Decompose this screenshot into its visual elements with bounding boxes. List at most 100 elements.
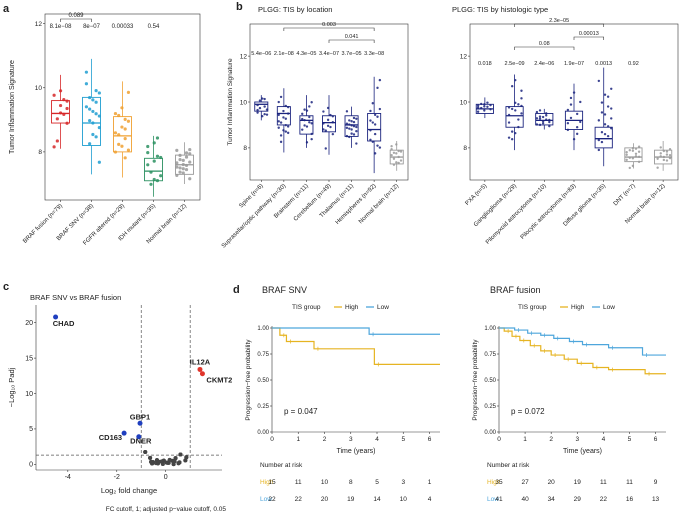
data-point (88, 107, 92, 111)
legend-label: Low (377, 304, 389, 311)
data-point (538, 123, 542, 127)
data-point (345, 122, 349, 125)
data-point (345, 126, 349, 130)
data-point (178, 153, 182, 158)
legend-title: TIS group (518, 304, 547, 311)
data-point (308, 115, 311, 119)
data-point (160, 461, 165, 466)
data-point (369, 138, 372, 142)
comparison-bracket (573, 36, 605, 40)
data-point (373, 132, 377, 136)
data-point (175, 161, 179, 165)
data-point (284, 117, 288, 120)
risk-count: 8 (349, 479, 353, 486)
data-point (152, 141, 156, 145)
data-point (62, 98, 66, 102)
x-tick-label: PXA (n=5) (465, 183, 489, 207)
data-point (155, 179, 160, 183)
box (299, 115, 314, 135)
data-point (507, 136, 511, 139)
data-point (159, 155, 163, 160)
data-point (94, 112, 98, 116)
data-point (634, 152, 638, 155)
x-tick-label: 2 (323, 436, 327, 443)
risk-count: 40 (521, 496, 529, 503)
highlighted-point (199, 371, 205, 377)
data-point (476, 110, 480, 113)
x-tick-label: 6 (654, 436, 658, 443)
risk-count: 16 (626, 496, 634, 503)
risk-count: 5 (375, 479, 379, 486)
data-point (123, 117, 127, 121)
data-point (631, 157, 635, 160)
data-point (603, 113, 607, 116)
panel-label: c (3, 281, 9, 293)
data-point (514, 78, 517, 82)
data-point (113, 131, 118, 135)
gene-label: GBP1 (130, 412, 150, 421)
p-value-label: 8e−07 (83, 24, 101, 30)
x-tick-label: DNT (n=7) (613, 183, 637, 207)
data-point (371, 102, 374, 105)
data-point (520, 112, 523, 115)
box (51, 100, 70, 124)
data-point (155, 136, 160, 140)
box (505, 106, 524, 128)
data-point (348, 135, 351, 139)
data-point (390, 153, 393, 157)
data-point (350, 124, 353, 127)
data-point (175, 165, 179, 169)
data-point (476, 104, 480, 107)
y-axis-label: Tumor Inflammation Signature (227, 58, 234, 146)
y-tick-label: 10 (25, 391, 33, 398)
y-tick-label: 0.00 (257, 430, 269, 436)
comparison-bracket (283, 27, 375, 31)
box (594, 126, 613, 149)
data-point (373, 152, 377, 155)
risk-count: 10 (400, 496, 408, 503)
data-point (507, 106, 511, 109)
data-point (308, 105, 311, 108)
data-point (579, 120, 582, 124)
gene-label: DNER (130, 437, 152, 446)
data-point (378, 78, 382, 82)
data-point (91, 98, 95, 102)
data-point (155, 154, 160, 158)
data-point (94, 89, 98, 93)
data-point (631, 149, 635, 152)
data-point (631, 164, 635, 168)
data-point (123, 156, 127, 160)
data-point (566, 122, 570, 125)
data-point (329, 125, 332, 129)
data-point (146, 163, 150, 167)
survival-curve (499, 327, 666, 375)
data-point (541, 119, 545, 123)
data-point (575, 126, 579, 129)
data-point (120, 106, 124, 110)
data-point (326, 118, 330, 122)
data-point (188, 177, 192, 181)
y-tick-label: 0.50 (484, 378, 496, 384)
data-point (345, 110, 349, 113)
panel-label: d (233, 284, 240, 296)
data-point (352, 116, 356, 120)
data-point (178, 452, 183, 457)
y-tick-label: 12 (35, 21, 43, 28)
data-point (310, 101, 313, 104)
legend-label: Low (603, 304, 615, 311)
y-tick-label: 8 (463, 145, 467, 152)
x-tick-label: -2 (114, 474, 120, 481)
data-point (282, 116, 285, 119)
data-point (545, 112, 548, 115)
data-point (184, 167, 189, 172)
data-point (625, 151, 628, 154)
data-point (310, 122, 313, 125)
data-point (548, 118, 551, 122)
data-point (91, 132, 95, 137)
data-point (606, 105, 610, 108)
data-point (97, 114, 101, 118)
data-point (152, 159, 156, 163)
data-point (97, 160, 101, 164)
data-point (392, 163, 396, 166)
data-point (65, 99, 69, 103)
